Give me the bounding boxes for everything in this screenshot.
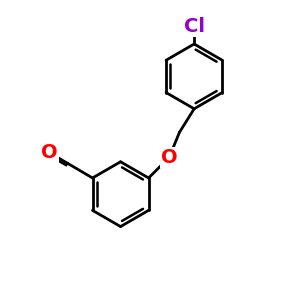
Text: O: O bbox=[41, 143, 58, 162]
Text: O: O bbox=[161, 148, 178, 167]
Text: Cl: Cl bbox=[184, 17, 205, 36]
